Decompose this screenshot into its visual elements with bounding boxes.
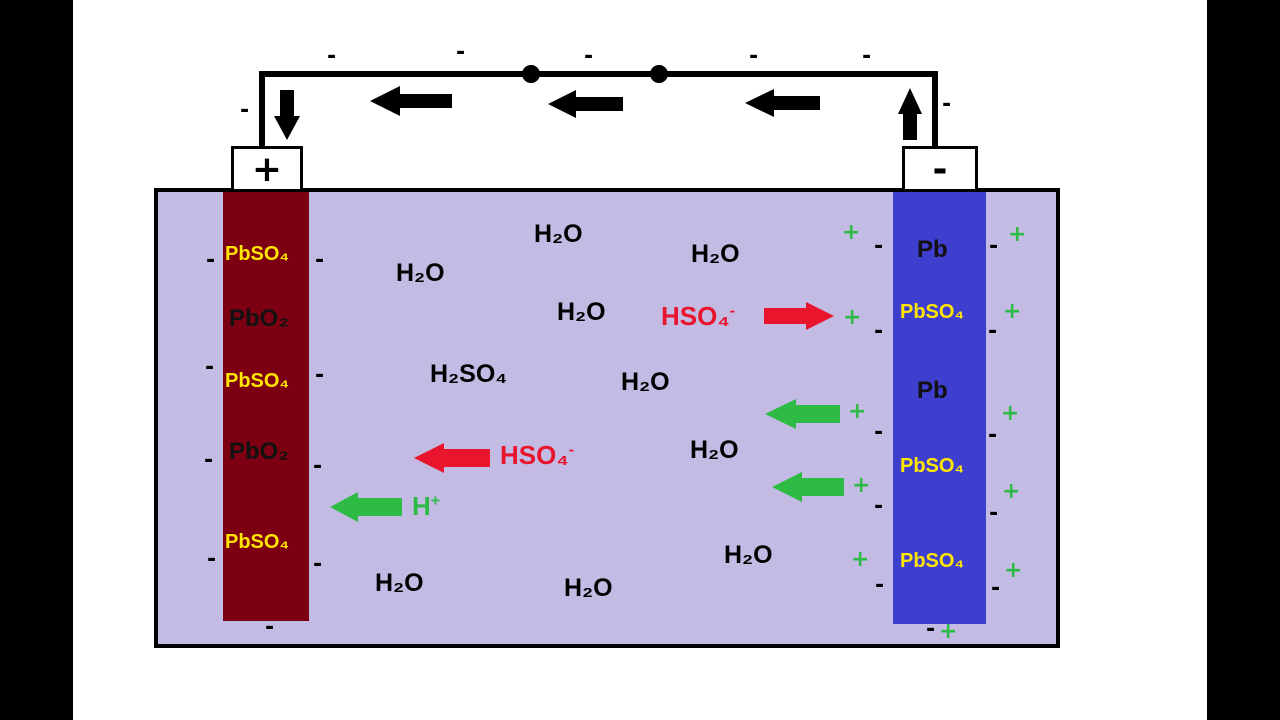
hso4-charge: - bbox=[729, 302, 736, 320]
h2o-label: H₂O bbox=[557, 298, 606, 326]
pos-plate-label-2: PbO₂ bbox=[229, 305, 289, 332]
pos-plate-label-5: PbSO₄ bbox=[225, 531, 289, 553]
plus-sign: + bbox=[851, 547, 870, 572]
minus-sign: - bbox=[456, 40, 466, 65]
h-arrow-left bbox=[330, 492, 402, 522]
minus-sign: - bbox=[315, 363, 325, 388]
electron-arrow-up bbox=[898, 88, 922, 140]
hso4-arrow-left bbox=[414, 443, 490, 473]
minus-sign: - bbox=[862, 44, 872, 69]
hso4-arrow-right bbox=[764, 302, 834, 330]
h2so4-label: H₂SO₄ bbox=[430, 360, 508, 388]
negative-plate bbox=[893, 192, 986, 624]
minus-sign: - bbox=[988, 423, 998, 448]
hso4-text: HSO₄ bbox=[500, 440, 569, 470]
positive-terminal: + bbox=[231, 146, 303, 192]
electron-arrow-2 bbox=[548, 90, 623, 118]
negative-terminal-label: - bbox=[932, 148, 948, 190]
electron-arrow-3 bbox=[745, 89, 820, 117]
minus-sign: - bbox=[313, 552, 323, 577]
minus-sign: - bbox=[240, 98, 250, 123]
electron-arrow-1 bbox=[370, 86, 452, 116]
minus-sign: - bbox=[205, 355, 215, 380]
hso4-charge: - bbox=[568, 441, 575, 459]
plus-sign: + bbox=[852, 473, 871, 498]
plus-sign: + bbox=[1001, 401, 1020, 426]
positive-plate bbox=[223, 192, 309, 621]
minus-sign: - bbox=[988, 319, 998, 344]
h2o-label: H₂O bbox=[375, 569, 424, 597]
minus-sign: - bbox=[313, 454, 323, 479]
negative-terminal: - bbox=[902, 146, 978, 192]
circuit-wire bbox=[259, 71, 938, 146]
plus-sign: + bbox=[1008, 222, 1027, 247]
wire-node-right bbox=[650, 65, 668, 83]
h2o-label: H₂O bbox=[724, 541, 773, 569]
hso4-ion-label-left: HSO₄- bbox=[500, 442, 574, 468]
neg-plate-label-4: PbSO₄ bbox=[900, 455, 964, 477]
minus-sign: - bbox=[874, 319, 884, 344]
green-arrow-1 bbox=[765, 399, 840, 429]
plus-sign: + bbox=[1003, 299, 1022, 324]
plus-sign: + bbox=[842, 220, 861, 245]
minus-sign: - bbox=[265, 615, 275, 640]
h2o-label: H₂O bbox=[690, 436, 739, 464]
minus-sign: - bbox=[749, 44, 759, 69]
electron-arrow-down bbox=[274, 90, 300, 140]
minus-sign: - bbox=[874, 494, 884, 519]
plus-sign: + bbox=[939, 619, 958, 644]
wire-node-left bbox=[522, 65, 540, 83]
h2o-label: H₂O bbox=[564, 574, 613, 602]
minus-sign: - bbox=[991, 576, 1001, 601]
green-arrow-2 bbox=[772, 472, 844, 502]
pos-plate-label-4: PbO₂ bbox=[229, 438, 289, 465]
neg-plate-label-5: PbSO₄ bbox=[900, 550, 964, 572]
minus-sign: - bbox=[204, 448, 214, 473]
minus-sign: - bbox=[942, 92, 952, 117]
h-ion-label: H+ bbox=[412, 493, 440, 519]
minus-sign: - bbox=[989, 234, 999, 259]
plus-sign: + bbox=[848, 399, 867, 424]
h-text: H bbox=[412, 491, 431, 521]
minus-sign: - bbox=[584, 44, 594, 69]
hso4-text: HSO₄ bbox=[661, 301, 730, 331]
h2o-label: H₂O bbox=[621, 368, 670, 396]
positive-terminal-label: + bbox=[251, 148, 283, 190]
minus-sign: - bbox=[875, 573, 885, 598]
minus-sign: - bbox=[327, 44, 337, 69]
h-charge: + bbox=[430, 492, 441, 510]
minus-sign: - bbox=[874, 420, 884, 445]
neg-plate-label-2: PbSO₄ bbox=[900, 301, 964, 323]
minus-sign: - bbox=[989, 501, 999, 526]
pos-plate-label-3: PbSO₄ bbox=[225, 370, 289, 392]
plus-sign: + bbox=[1004, 558, 1023, 583]
h2o-label: H₂O bbox=[534, 220, 583, 248]
minus-sign: - bbox=[207, 547, 217, 572]
minus-sign: - bbox=[206, 248, 216, 273]
hso4-ion-label-right: HSO₄- bbox=[661, 303, 735, 329]
neg-plate-label-3: Pb bbox=[917, 377, 948, 404]
h2o-label: H₂O bbox=[691, 240, 740, 268]
minus-sign: - bbox=[315, 248, 325, 273]
plus-sign: + bbox=[843, 305, 862, 330]
neg-plate-label-1: Pb bbox=[917, 236, 948, 263]
pos-plate-label-1: PbSO₄ bbox=[225, 243, 289, 265]
h2o-label: H₂O bbox=[396, 259, 445, 287]
minus-sign: - bbox=[926, 617, 936, 642]
plus-sign: + bbox=[1002, 479, 1021, 504]
minus-sign: - bbox=[874, 234, 884, 259]
